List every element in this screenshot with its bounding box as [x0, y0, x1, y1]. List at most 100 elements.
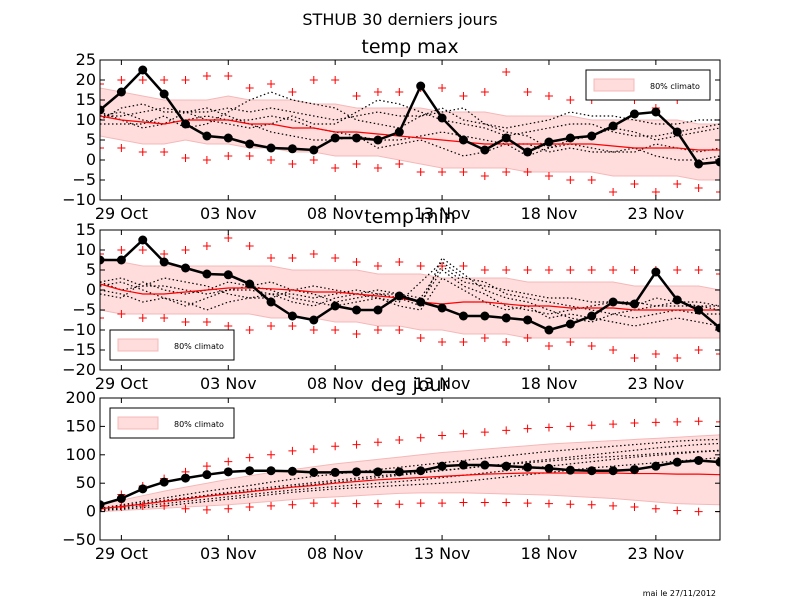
- record-low-marker: [331, 326, 340, 334]
- record-low-marker: [202, 156, 211, 164]
- record-high-marker: [716, 417, 720, 426]
- record-low-marker: [202, 505, 211, 514]
- record-low-marker: [480, 498, 489, 507]
- legend-label: 80% climato: [174, 420, 224, 429]
- observed-point: [672, 457, 682, 467]
- record-high-marker: [331, 442, 340, 451]
- record-high-marker: [544, 92, 553, 100]
- record-low-marker: [459, 168, 468, 176]
- observed-point: [159, 89, 169, 99]
- record-high-marker: [566, 266, 575, 274]
- member-line-1-3: [100, 277, 720, 327]
- record-high-marker: [288, 446, 297, 455]
- member-line-0-3: [100, 111, 720, 157]
- record-high-marker: [438, 431, 447, 440]
- figure-title: STHUB 30 derniers jours: [302, 10, 498, 29]
- record-high-marker: [673, 266, 682, 274]
- record-low-marker: [630, 354, 639, 362]
- record-low-marker: [288, 160, 297, 168]
- record-low-marker: [651, 350, 660, 358]
- record-low-marker: [267, 501, 276, 510]
- record-low-marker: [117, 310, 126, 318]
- record-low-marker: [309, 499, 318, 508]
- observed-point: [458, 135, 468, 145]
- observed-point: [266, 143, 276, 153]
- record-low-marker: [416, 499, 425, 508]
- observed-point: [437, 113, 447, 123]
- y-tick-label: 10: [76, 110, 96, 129]
- record-high-marker: [373, 438, 382, 447]
- record-low-marker: [395, 160, 404, 168]
- record-low-marker: [352, 499, 361, 508]
- observed-point: [416, 81, 426, 91]
- climato-band-0: [100, 87, 720, 181]
- record-low-marker: [224, 504, 233, 513]
- observed-point: [608, 121, 618, 131]
- record-high-marker: [331, 76, 340, 84]
- record-low-marker: [630, 503, 639, 512]
- panel-title-2: deg jour: [371, 374, 450, 396]
- record-low-marker: [566, 176, 575, 184]
- legend-label: 80% climato: [650, 82, 700, 91]
- axes-frame-1: [99, 229, 721, 371]
- record-low-marker: [224, 322, 233, 330]
- y-tick-label: −10: [62, 190, 96, 209]
- record-high-marker: [309, 76, 318, 84]
- observed-point: [694, 159, 704, 169]
- record-high-marker: [459, 92, 468, 100]
- observed-point: [202, 131, 212, 141]
- record-high-marker: [587, 266, 596, 274]
- y-tick-label: −50: [62, 530, 96, 549]
- observed-point: [352, 467, 362, 477]
- record-high-marker: [202, 242, 211, 250]
- record-low-marker: [694, 507, 703, 516]
- observed-point: [116, 255, 126, 265]
- observed-point: [651, 107, 661, 117]
- member-line-1-0: [100, 261, 720, 319]
- observed-point: [352, 133, 362, 143]
- observed-point: [202, 470, 212, 480]
- observed-point: [458, 311, 468, 321]
- observed-point: [138, 484, 148, 494]
- record-high-marker: [544, 423, 553, 432]
- record-high-marker: [523, 424, 532, 433]
- observed-point: [501, 133, 511, 143]
- observed-point: [100, 105, 105, 115]
- record-high-marker: [395, 258, 404, 266]
- record-high-marker: [716, 270, 720, 278]
- observed-point: [651, 267, 661, 277]
- record-low-marker: [373, 499, 382, 508]
- observed-point: [309, 467, 319, 477]
- y-tick-label: 5: [86, 260, 96, 279]
- record-high-marker: [438, 84, 447, 92]
- record-high-marker: [331, 254, 340, 262]
- observed-point: [100, 255, 105, 265]
- observed-point: [501, 461, 511, 471]
- record-low-marker: [181, 318, 190, 326]
- x-tick-label: 29 Oct: [95, 544, 148, 563]
- record-low-marker: [331, 499, 340, 508]
- record-high-marker: [544, 266, 553, 274]
- record-low-marker: [138, 314, 147, 322]
- plot-area-1: [100, 234, 720, 362]
- record-high-marker: [694, 266, 703, 274]
- record-high-marker: [395, 436, 404, 445]
- observed-point: [544, 137, 554, 147]
- observed-point: [266, 297, 276, 307]
- legend-swatch: [117, 338, 159, 352]
- record-low-marker: [716, 188, 720, 196]
- record-high-marker: [160, 76, 169, 84]
- record-low-marker: [544, 342, 553, 350]
- record-low-marker: [694, 346, 703, 354]
- observed-point: [287, 311, 297, 321]
- x-tick-label: 13 Nov: [414, 374, 471, 393]
- observed-point: [587, 311, 597, 321]
- legend-0: 80% climato: [585, 69, 711, 101]
- y-tick-label: 15: [76, 220, 96, 239]
- record-high-marker: [416, 433, 425, 442]
- y-tick-label: −5: [72, 300, 96, 319]
- y-tick-label: −5: [72, 170, 96, 189]
- record-high-marker: [609, 420, 618, 429]
- observed-point: [437, 303, 447, 313]
